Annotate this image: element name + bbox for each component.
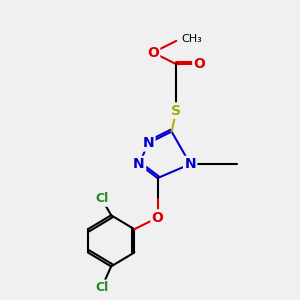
Text: Cl: Cl [95, 281, 109, 294]
Text: Cl: Cl [95, 193, 109, 206]
Text: S: S [171, 103, 181, 118]
Text: N: N [133, 157, 145, 171]
Text: O: O [152, 211, 164, 225]
Text: O: O [194, 57, 206, 71]
Text: N: N [184, 157, 196, 171]
Text: N: N [142, 136, 154, 150]
Text: CH₃: CH₃ [181, 34, 202, 44]
Text: O: O [147, 46, 159, 59]
